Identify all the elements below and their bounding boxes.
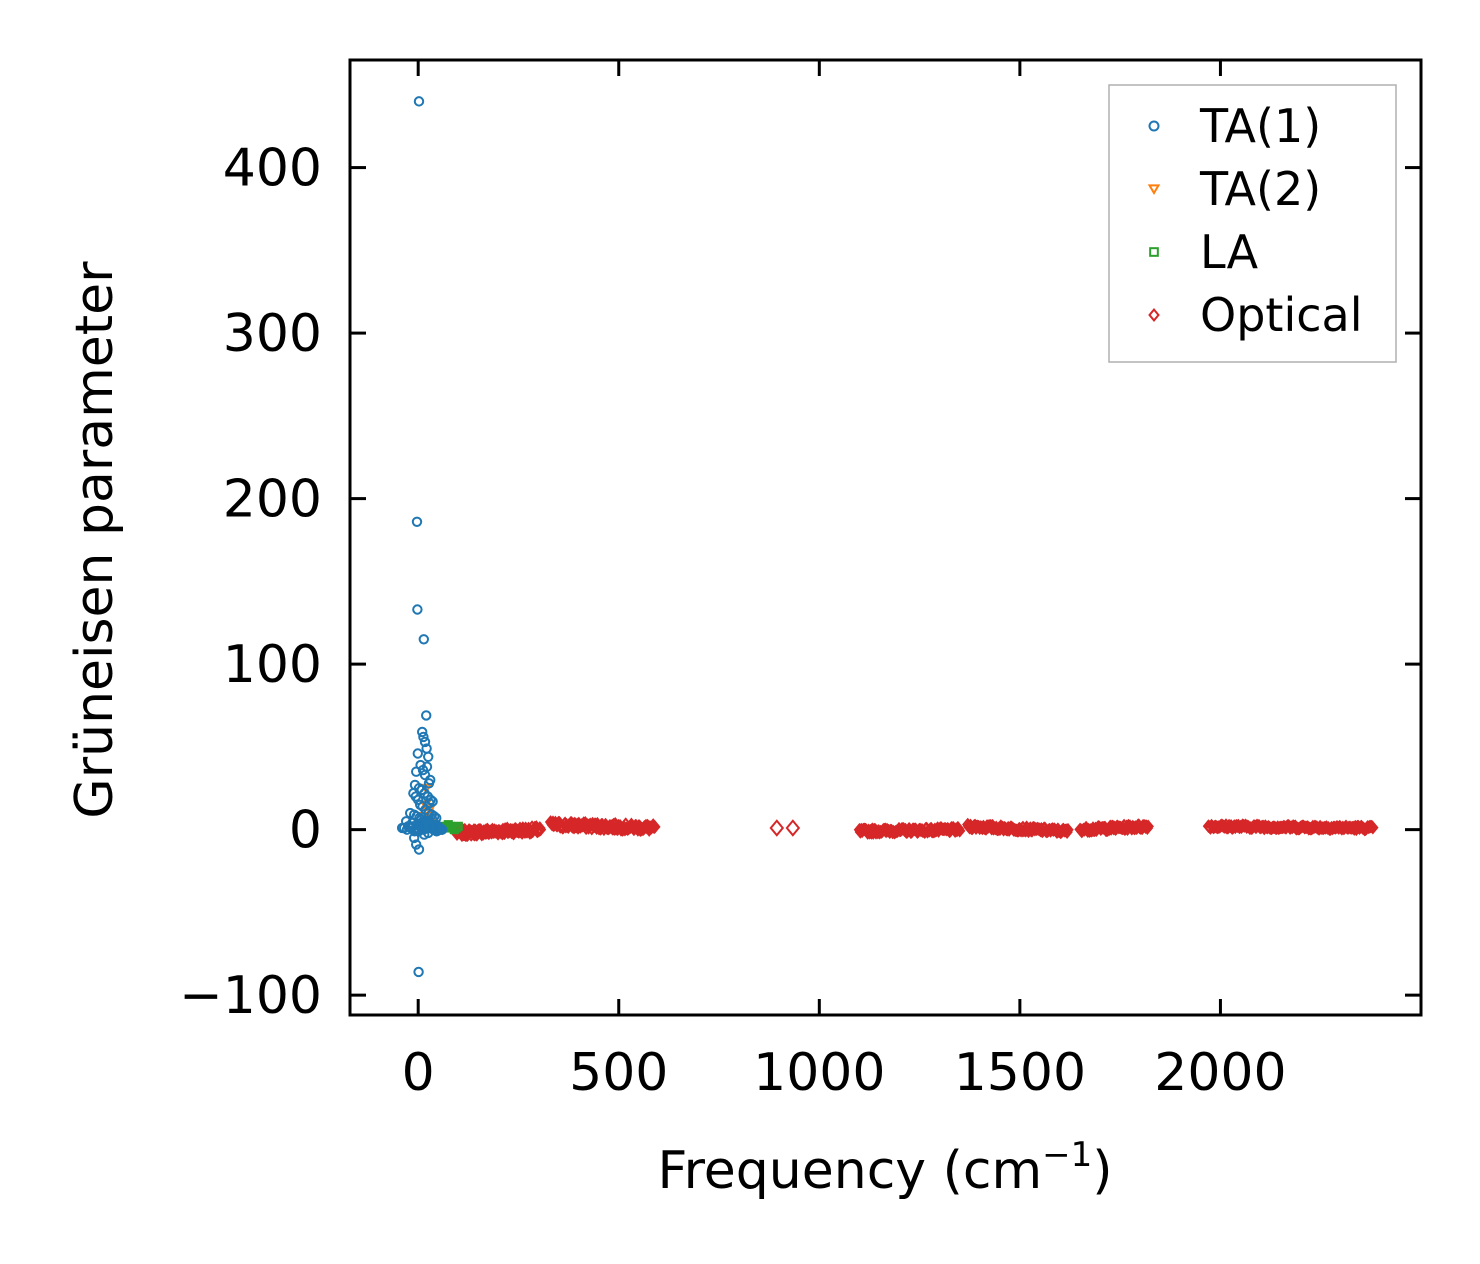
- x-axis-title-superscript: −1: [1042, 1135, 1092, 1175]
- ta-1-point: [415, 759, 426, 771]
- optical-point: [785, 819, 801, 837]
- optical-point: [1142, 819, 1154, 834]
- x-axis-title: Frequency (cm−1): [657, 1135, 1112, 1201]
- y-tick-label: 200: [223, 470, 322, 530]
- ta-1-point: [412, 748, 423, 759]
- y-tick-label: 0: [289, 801, 322, 861]
- ta-1-point: [423, 827, 434, 839]
- ta-1-point: [418, 731, 429, 743]
- x-axis-title-main: Frequency (cm: [657, 1141, 1042, 1201]
- plot-points: [396, 96, 1379, 978]
- ta-1-point: [413, 844, 425, 855]
- optical-point: [534, 822, 547, 837]
- ta-1-point: [421, 710, 432, 721]
- ta-1-point: [413, 96, 425, 107]
- series-optical: [450, 815, 1379, 843]
- ta-1-point: [411, 516, 423, 527]
- legend-marker-optical: [1148, 308, 1160, 322]
- legend-label: Optical: [1200, 288, 1362, 342]
- series-ta-1-: [396, 96, 448, 978]
- tick-labels: 0 500 1000 1500 2000 −100 0 100 200 300 400: [179, 139, 1286, 1103]
- plot-frame: [348, 58, 1423, 1017]
- ta-1-point: [413, 966, 424, 978]
- y-tick-label: −100: [179, 966, 322, 1026]
- y-tick-label: 400: [223, 139, 322, 199]
- ta-1-point: [412, 604, 423, 615]
- ta-1-point: [423, 778, 435, 789]
- optical-point: [649, 820, 661, 834]
- legend-marker-ta-1: [1148, 120, 1160, 132]
- legend-label: LA: [1200, 225, 1259, 279]
- x-tick-label: 0: [402, 1043, 435, 1103]
- ta-1-point: [421, 761, 433, 772]
- x-tick-label: 1500: [954, 1043, 1086, 1103]
- optical-point: [954, 823, 966, 838]
- ta-1-point: [423, 751, 434, 763]
- la-point: [453, 821, 463, 831]
- optical-point: [769, 819, 785, 837]
- x-tick-label: 500: [569, 1043, 668, 1103]
- ta-1-point: [427, 814, 438, 825]
- legend-marker-la: [1149, 247, 1159, 257]
- optical-point: [1062, 822, 1074, 837]
- legend: TA(1) TA(2) LA Optical: [1108, 84, 1397, 363]
- ta-1-point: [417, 726, 428, 738]
- x-axis-title-end: ): [1092, 1141, 1112, 1201]
- legend-label: TA(1): [1199, 99, 1321, 153]
- optical-point: [1367, 820, 1379, 835]
- ta-1-point: [408, 832, 420, 844]
- x-tick-label: 1000: [753, 1043, 885, 1103]
- ta-1-point: [431, 822, 442, 834]
- legend-label: TA(2): [1199, 162, 1321, 216]
- x-tick-label: 2000: [1154, 1043, 1286, 1103]
- ta-1-point: [418, 634, 430, 645]
- axis-ticks: [350, 60, 1421, 1015]
- ta-1-point: [419, 736, 431, 748]
- la-point: [451, 823, 461, 833]
- legend-marker-ta-2: [1147, 184, 1161, 196]
- y-tick-label: 100: [223, 635, 322, 695]
- y-tick-label: 300: [223, 304, 322, 364]
- y-axis-title: Grüneisen parameter: [65, 261, 125, 819]
